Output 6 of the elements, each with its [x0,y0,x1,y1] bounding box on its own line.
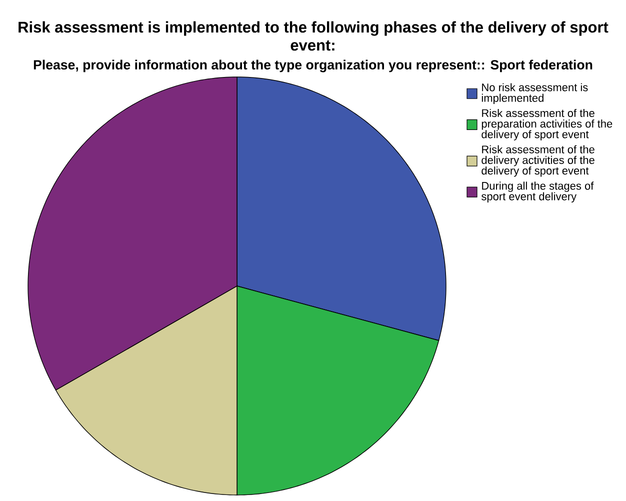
legend-label: No risk assessment is implemented [482,83,588,104]
legend-label: Risk assessment of the preparation activities of the delivery of sport event [482,108,612,140]
chart-title: Risk assessment is implemented to the following phases of the delivery of sport event: [18,21,608,51]
legend-label: During all the stages of sport event delivery [482,182,594,202]
legend-label: Risk assessment of the delivery activities of the delivery of sport event [482,145,594,177]
chart-subtitle: Please, provide information about the type organization you represent:: Sport federation [34,60,592,72]
